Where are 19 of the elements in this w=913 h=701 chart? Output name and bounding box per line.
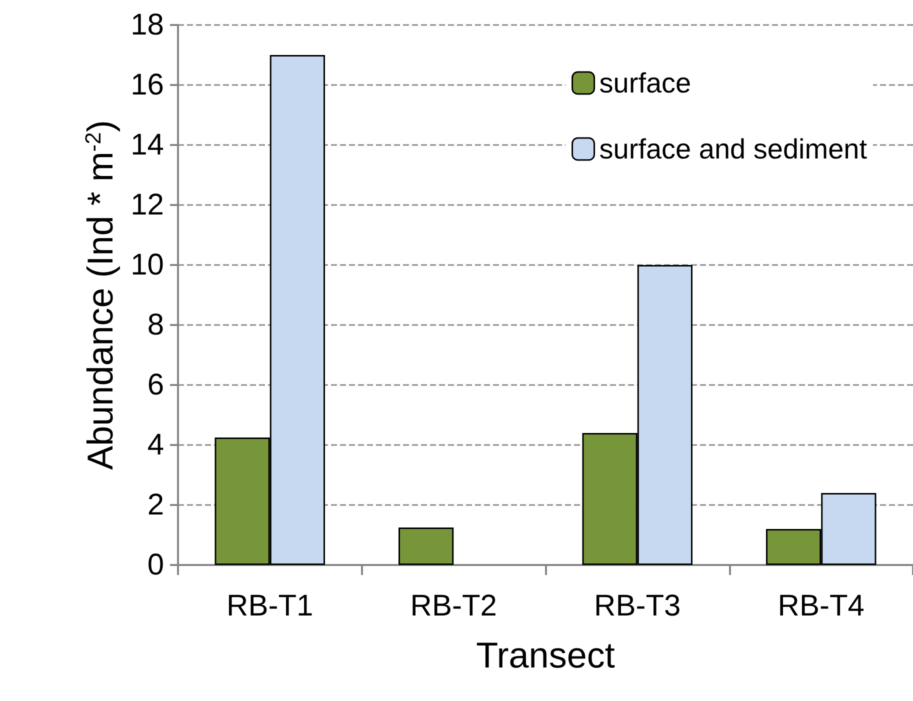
- y-tick-label: 4: [147, 428, 164, 462]
- y-tick-label: 10: [130, 248, 164, 282]
- legend-label: surface: [599, 68, 692, 98]
- y-tick-label: 8: [147, 308, 164, 342]
- y-tick-label: 12: [130, 188, 164, 222]
- bar: [398, 528, 454, 565]
- y-tick-label: 14: [130, 128, 164, 162]
- y-tick-label: 0: [147, 548, 164, 582]
- y-tick-label: 2: [147, 488, 164, 522]
- y-tick-label: 6: [147, 368, 164, 402]
- x-tick-label: RB-T4: [778, 590, 864, 622]
- y-tick-label: 16: [130, 68, 164, 102]
- x-tick-label: RB-T2: [410, 590, 497, 622]
- x-tick-label: RB-T3: [594, 590, 681, 622]
- x-tick-label: RB-T1: [226, 590, 314, 622]
- y-axis-title: Abundance (Ind * m-2): [80, 120, 120, 470]
- y-tick-label: 18: [130, 8, 164, 42]
- x-axis-title: Transect: [476, 634, 615, 676]
- legend-label: surface and sediment: [599, 134, 868, 164]
